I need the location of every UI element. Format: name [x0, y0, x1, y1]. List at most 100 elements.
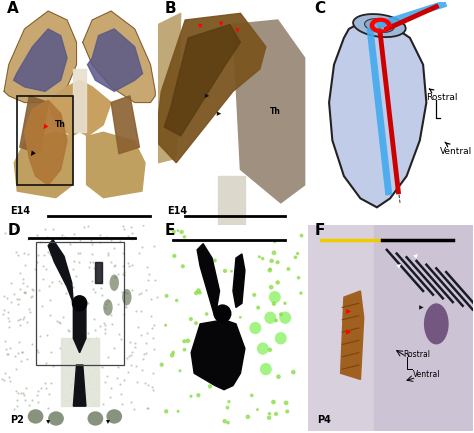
Point [298, 232, 305, 239]
Point [124, 233, 132, 239]
Point [69, 373, 76, 380]
Polygon shape [4, 11, 76, 103]
Point [192, 290, 200, 297]
Point [43, 233, 51, 240]
Point [137, 331, 145, 338]
Point [259, 255, 266, 262]
Polygon shape [73, 303, 86, 352]
Point [195, 287, 202, 294]
Point [36, 333, 44, 340]
Point [151, 321, 158, 328]
Point [225, 398, 233, 405]
Text: C: C [314, 1, 325, 16]
Ellipse shape [269, 291, 281, 304]
Point [123, 290, 131, 297]
Point [55, 318, 63, 325]
Point [77, 385, 84, 392]
Point [97, 285, 105, 292]
Text: Ventral: Ventral [413, 370, 441, 379]
Point [18, 349, 26, 355]
Point [275, 373, 283, 380]
Point [120, 225, 128, 232]
Text: Th: Th [55, 120, 65, 129]
Point [46, 297, 54, 304]
Point [143, 339, 150, 346]
Point [23, 318, 31, 325]
Ellipse shape [106, 409, 122, 423]
Point [143, 330, 151, 336]
Bar [17, 96, 73, 185]
Point [219, 381, 227, 388]
Point [12, 365, 19, 372]
Point [283, 399, 290, 406]
Point [143, 404, 151, 411]
Text: Ventral: Ventral [439, 142, 472, 156]
Point [267, 284, 275, 291]
Point [248, 392, 255, 399]
Point [80, 372, 87, 378]
Point [266, 267, 273, 274]
Point [18, 358, 25, 365]
Ellipse shape [88, 411, 103, 426]
Point [10, 406, 18, 413]
Point [228, 268, 235, 275]
Point [134, 324, 141, 331]
Point [117, 380, 124, 387]
Point [145, 382, 152, 389]
Point [21, 290, 29, 297]
Point [119, 250, 127, 257]
Point [184, 337, 191, 344]
Polygon shape [73, 365, 86, 406]
Point [110, 244, 118, 251]
Point [39, 275, 47, 282]
Point [14, 301, 22, 308]
Point [124, 355, 131, 362]
Point [4, 294, 11, 301]
Point [10, 290, 18, 297]
Point [140, 351, 148, 358]
Point [145, 277, 152, 284]
Point [135, 249, 143, 256]
Point [169, 349, 177, 356]
Point [163, 292, 170, 299]
Point [6, 317, 13, 324]
Point [181, 346, 188, 353]
Point [254, 406, 261, 413]
Ellipse shape [214, 304, 231, 323]
Point [292, 254, 299, 261]
Point [211, 257, 219, 264]
Point [96, 323, 104, 330]
Point [137, 289, 145, 296]
Polygon shape [218, 176, 245, 225]
Point [90, 259, 97, 265]
Point [89, 251, 96, 258]
Point [270, 249, 278, 256]
Point [134, 379, 141, 386]
Point [270, 300, 278, 307]
Ellipse shape [72, 295, 88, 312]
Point [67, 339, 74, 346]
Point [102, 304, 109, 311]
Polygon shape [14, 132, 73, 198]
Point [21, 396, 29, 403]
Point [36, 239, 44, 246]
Point [33, 391, 40, 398]
Text: P2: P2 [10, 415, 24, 425]
Point [56, 267, 64, 274]
Point [33, 346, 40, 353]
Polygon shape [329, 20, 427, 207]
Point [24, 235, 32, 242]
Point [170, 228, 178, 235]
Point [196, 289, 203, 296]
Point [67, 298, 75, 305]
Point [104, 249, 112, 256]
Point [0, 375, 6, 382]
Point [224, 419, 232, 426]
Point [105, 297, 112, 304]
Point [111, 262, 119, 268]
Point [126, 353, 133, 360]
Point [29, 287, 36, 294]
Point [143, 350, 150, 357]
Point [71, 258, 78, 265]
Ellipse shape [27, 409, 44, 423]
